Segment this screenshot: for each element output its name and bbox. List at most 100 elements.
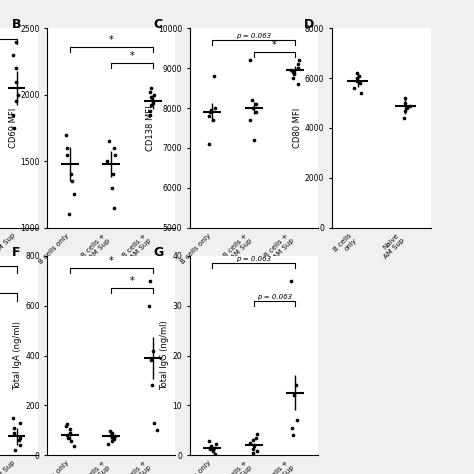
Point [290,431,297,439]
Y-axis label: Total IgG (ng/ml): Total IgG (ng/ml) [160,320,169,391]
Point [249,436,257,444]
Point [353,77,360,84]
Point [147,101,155,109]
Point [249,445,257,453]
Point [205,140,213,148]
Point [13,64,20,72]
Point [147,94,155,101]
Point [17,434,24,441]
Point [211,450,219,457]
Point [210,444,218,451]
Point [253,447,261,455]
Point [70,443,78,450]
Point [10,429,18,437]
Point [110,204,118,211]
Point [150,91,157,99]
Point [70,191,78,198]
Point [294,61,301,68]
Text: *: * [272,40,277,50]
Point [288,424,295,431]
Y-axis label: CD138 MFI: CD138 MFI [146,105,155,151]
Text: *: * [130,51,135,61]
Point [401,114,408,122]
Point [287,277,295,284]
Point [148,96,156,104]
Point [252,434,259,441]
Point [290,71,298,78]
Point [148,382,156,389]
Text: F: F [11,246,20,259]
Point [149,347,156,355]
Point [111,151,119,158]
Point [401,94,409,102]
Point [288,66,295,74]
Point [107,431,115,438]
Point [63,431,71,439]
Point [146,302,153,310]
Point [112,432,119,440]
Point [246,116,254,124]
Point [250,442,257,450]
Point [109,171,117,178]
Point [252,108,259,116]
Y-axis label: CD80 MFI: CD80 MFI [293,108,302,148]
Point [146,277,154,284]
Point [110,435,118,443]
Point [207,445,214,453]
Point [10,424,18,431]
Point [9,51,17,59]
Point [153,427,160,434]
Point [15,436,22,444]
Text: *: * [109,256,114,266]
Point [146,88,154,96]
Text: G: G [154,246,164,259]
Point [64,420,71,428]
Y-axis label: CD69 MFI: CD69 MFI [9,108,18,148]
Text: *: * [109,35,114,45]
Text: *: * [130,276,135,286]
Point [9,414,17,421]
Point [104,157,111,165]
Point [146,111,154,118]
Point [63,423,70,430]
Point [109,184,116,191]
Point [249,449,257,457]
Point [64,144,71,152]
Text: B: B [11,18,21,31]
Point [350,84,358,92]
Point [253,430,260,438]
Point [246,56,254,64]
Point [290,68,297,76]
Y-axis label: Total IgA (ng/ml): Total IgA (ng/ml) [13,321,22,390]
Point [11,447,18,454]
Text: D: D [304,18,314,31]
Point [356,80,364,87]
Point [65,210,73,218]
Point [212,440,220,448]
Point [206,108,214,116]
Point [12,78,20,85]
Point [294,81,301,88]
Point [64,434,72,441]
Point [211,104,219,112]
Point [250,136,258,144]
Point [210,116,217,124]
Point [147,357,155,365]
Point [67,171,75,178]
Point [146,107,154,115]
Point [207,442,215,450]
Point [406,102,413,109]
Point [9,111,17,118]
Point [248,96,255,104]
Point [290,392,298,399]
Point [15,91,22,99]
Point [147,84,155,92]
Point [210,73,218,80]
Point [64,151,71,158]
Point [16,441,24,449]
Text: p = 0.063: p = 0.063 [256,294,292,300]
Point [289,74,296,82]
Point [295,56,302,64]
Point [66,429,73,437]
Point [149,99,157,107]
